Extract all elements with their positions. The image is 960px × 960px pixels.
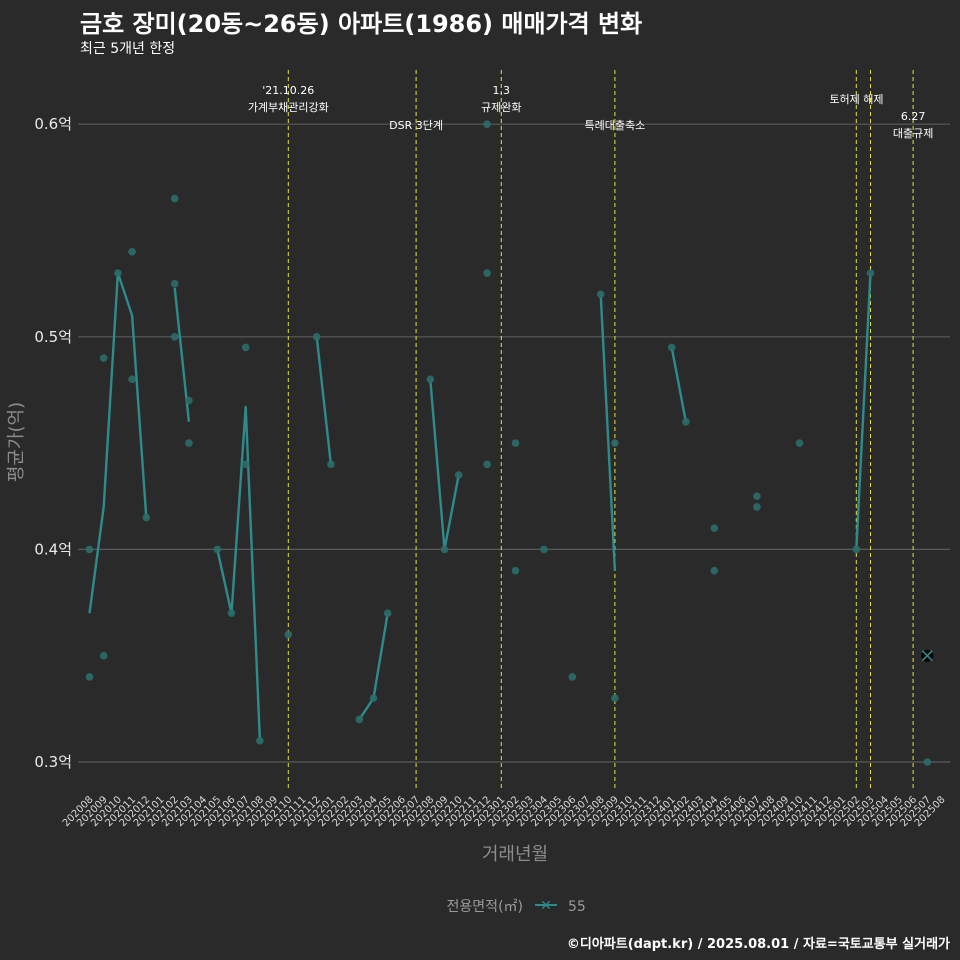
y-tick-label-0: 0.3억 (34, 753, 72, 771)
data-point-42 (753, 503, 761, 511)
event-label-4-0: 토허제 해제 (829, 92, 883, 106)
y-tick-label-2: 0.5억 (34, 328, 72, 346)
data-point-13 (213, 545, 222, 554)
source-caption: ©디아파트(dapt.kr) / 2025.08.01 / 자료=국토교통부 실… (566, 937, 950, 952)
data-point-27 (483, 120, 491, 128)
data-point-43 (795, 439, 804, 447)
data-point-6 (128, 375, 136, 384)
data-point-28 (483, 269, 491, 277)
data-point-5 (128, 247, 136, 256)
series-line-segment-8 (855, 272, 872, 550)
data-point-45 (866, 269, 875, 277)
legend-key-cross: ✕ (540, 898, 552, 914)
legend-entry-55: 55 (568, 899, 586, 915)
event-label-2-0: 1.3 (493, 84, 511, 97)
legend: 전용면적(㎡) ✕ 55 (447, 898, 586, 915)
x-axis-title: 거래년월 (482, 844, 548, 865)
event-label-0-1: 가계부채관리강화 (248, 101, 329, 114)
data-point-7 (142, 513, 151, 522)
data-point-4 (114, 269, 122, 277)
series-line-segment-7 (670, 347, 688, 423)
series-line-segment-0 (88, 271, 148, 614)
series-line-segment-6 (599, 294, 617, 571)
chart-subtitle: 최근 5개년 한정 (80, 41, 176, 57)
data-point-46 (923, 758, 932, 766)
data-point-9 (170, 279, 179, 288)
latest-point-cross-b (921, 650, 933, 662)
data-point-38 (682, 418, 690, 426)
data-point-35 (611, 439, 619, 447)
data-point-37 (667, 343, 676, 352)
y-tick-label-3: 0.6억 (34, 115, 72, 133)
data-point-20 (327, 460, 335, 469)
data-point-21 (355, 715, 364, 724)
data-point-18 (284, 630, 293, 639)
data-point-0 (85, 545, 94, 554)
data-point-12 (185, 439, 193, 447)
series-line-segment-4 (358, 613, 389, 721)
series-points (85, 120, 934, 766)
data-point-39 (710, 524, 719, 532)
event-label-3-0: 특례대출축소 (585, 119, 646, 132)
series-line-segment-3 (315, 336, 333, 465)
data-point-34 (596, 290, 605, 299)
y-axis-title: 평균가(억) (6, 402, 27, 482)
data-point-2 (99, 354, 108, 362)
data-point-36 (611, 694, 619, 703)
y-tick-label-1: 0.4억 (34, 540, 72, 558)
data-point-31 (511, 566, 520, 575)
grid (78, 123, 950, 763)
data-point-24 (426, 375, 435, 384)
event-label-0-0: '21.10.26 (262, 84, 314, 97)
event-label-2-1: 규제완화 (481, 101, 521, 114)
data-point-41 (753, 492, 761, 501)
chart-title: 금호 장미(20동~26동) 아파트(1986) 매매가격 변화 (80, 10, 643, 38)
data-point-26 (454, 471, 463, 479)
data-point-30 (511, 439, 520, 447)
data-point-8 (170, 194, 179, 203)
data-point-32 (540, 545, 548, 554)
data-point-23 (383, 609, 392, 617)
data-point-3 (99, 651, 108, 660)
series-line-segment-2 (216, 405, 262, 741)
data-point-44 (852, 545, 861, 554)
data-point-15 (241, 343, 250, 352)
data-point-29 (483, 460, 491, 469)
event-label-6-0: 6.27 (901, 110, 926, 123)
data-point-14 (227, 609, 236, 617)
series-line-segment-5 (429, 379, 460, 551)
data-point-25 (440, 545, 449, 554)
data-point-40 (710, 566, 719, 575)
y-axis: 0.3억 0.4억 0.5억 0.6억 (34, 115, 72, 771)
data-point-1 (85, 673, 94, 681)
data-point-17 (256, 736, 264, 745)
legend-title: 전용면적(㎡) (447, 899, 523, 915)
event-label-6-1: 대출규제 (893, 127, 933, 140)
data-point-16 (241, 460, 250, 469)
data-point-11 (185, 396, 193, 405)
event-label-1-0: DSR 3단계 (389, 119, 443, 132)
data-point-10 (170, 333, 179, 341)
data-point-22 (369, 694, 378, 703)
data-point-33 (568, 673, 577, 681)
x-axis: 2020082020092020102020112020122021012021… (61, 794, 948, 829)
data-point-19 (312, 333, 321, 341)
